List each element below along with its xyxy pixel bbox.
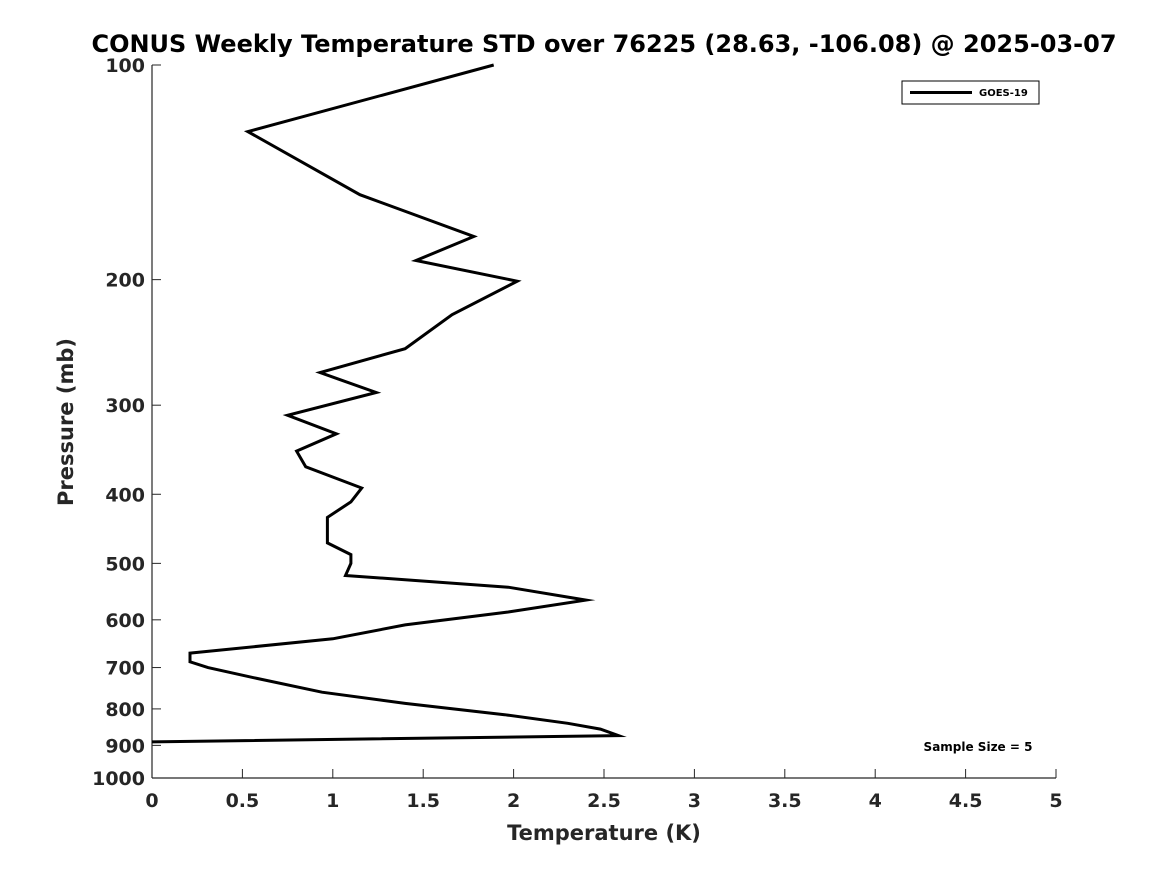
y-tick-label: 600	[105, 610, 145, 632]
y-tick-label: 900	[105, 735, 145, 757]
x-tick-label: 1	[326, 790, 339, 812]
y-tick-label: 200	[105, 270, 145, 292]
x-tick-label: 5	[1049, 790, 1062, 812]
legend: GOES-19	[901, 80, 1040, 105]
y-tick-label: 100	[105, 55, 145, 77]
y-tick-label: 800	[105, 699, 145, 721]
axis-ticks: 0 0.5 1 1.5 2 2.5 3 3.5 4 4.5 5 100 200 300 400 500 600 7…	[92, 55, 1063, 812]
sample-size-annotation: Sample Size = 5	[924, 740, 1033, 754]
x-tick-label: 4.5	[949, 790, 983, 812]
series-layer	[151, 63, 627, 744]
chart-title: CONUS Weekly Temperature STD over 76225 …	[91, 30, 1116, 58]
x-tick-label: 2	[507, 790, 520, 812]
x-tick-label: 0.5	[226, 790, 260, 812]
x-axis-label: Temperature (K)	[507, 821, 701, 845]
x-tick-label: 2.5	[587, 790, 621, 812]
y-tick-label: 300	[105, 395, 145, 417]
legend-series-label: GOES-19	[979, 88, 1028, 99]
y-tick-label: 400	[105, 484, 145, 506]
x-tick-label: 3.5	[768, 790, 802, 812]
x-tick-label: 4	[869, 790, 882, 812]
y-tick-label: 500	[105, 553, 145, 575]
y-tick-label: 700	[105, 658, 145, 680]
series-line-goes-19	[151, 63, 627, 744]
y-axis-label: Pressure (mb)	[54, 338, 78, 506]
x-tick-label: 0	[145, 790, 158, 812]
y-tick-label: 1000	[92, 768, 145, 790]
x-tick-label: 3	[688, 790, 701, 812]
x-tick-label: 1.5	[406, 790, 440, 812]
